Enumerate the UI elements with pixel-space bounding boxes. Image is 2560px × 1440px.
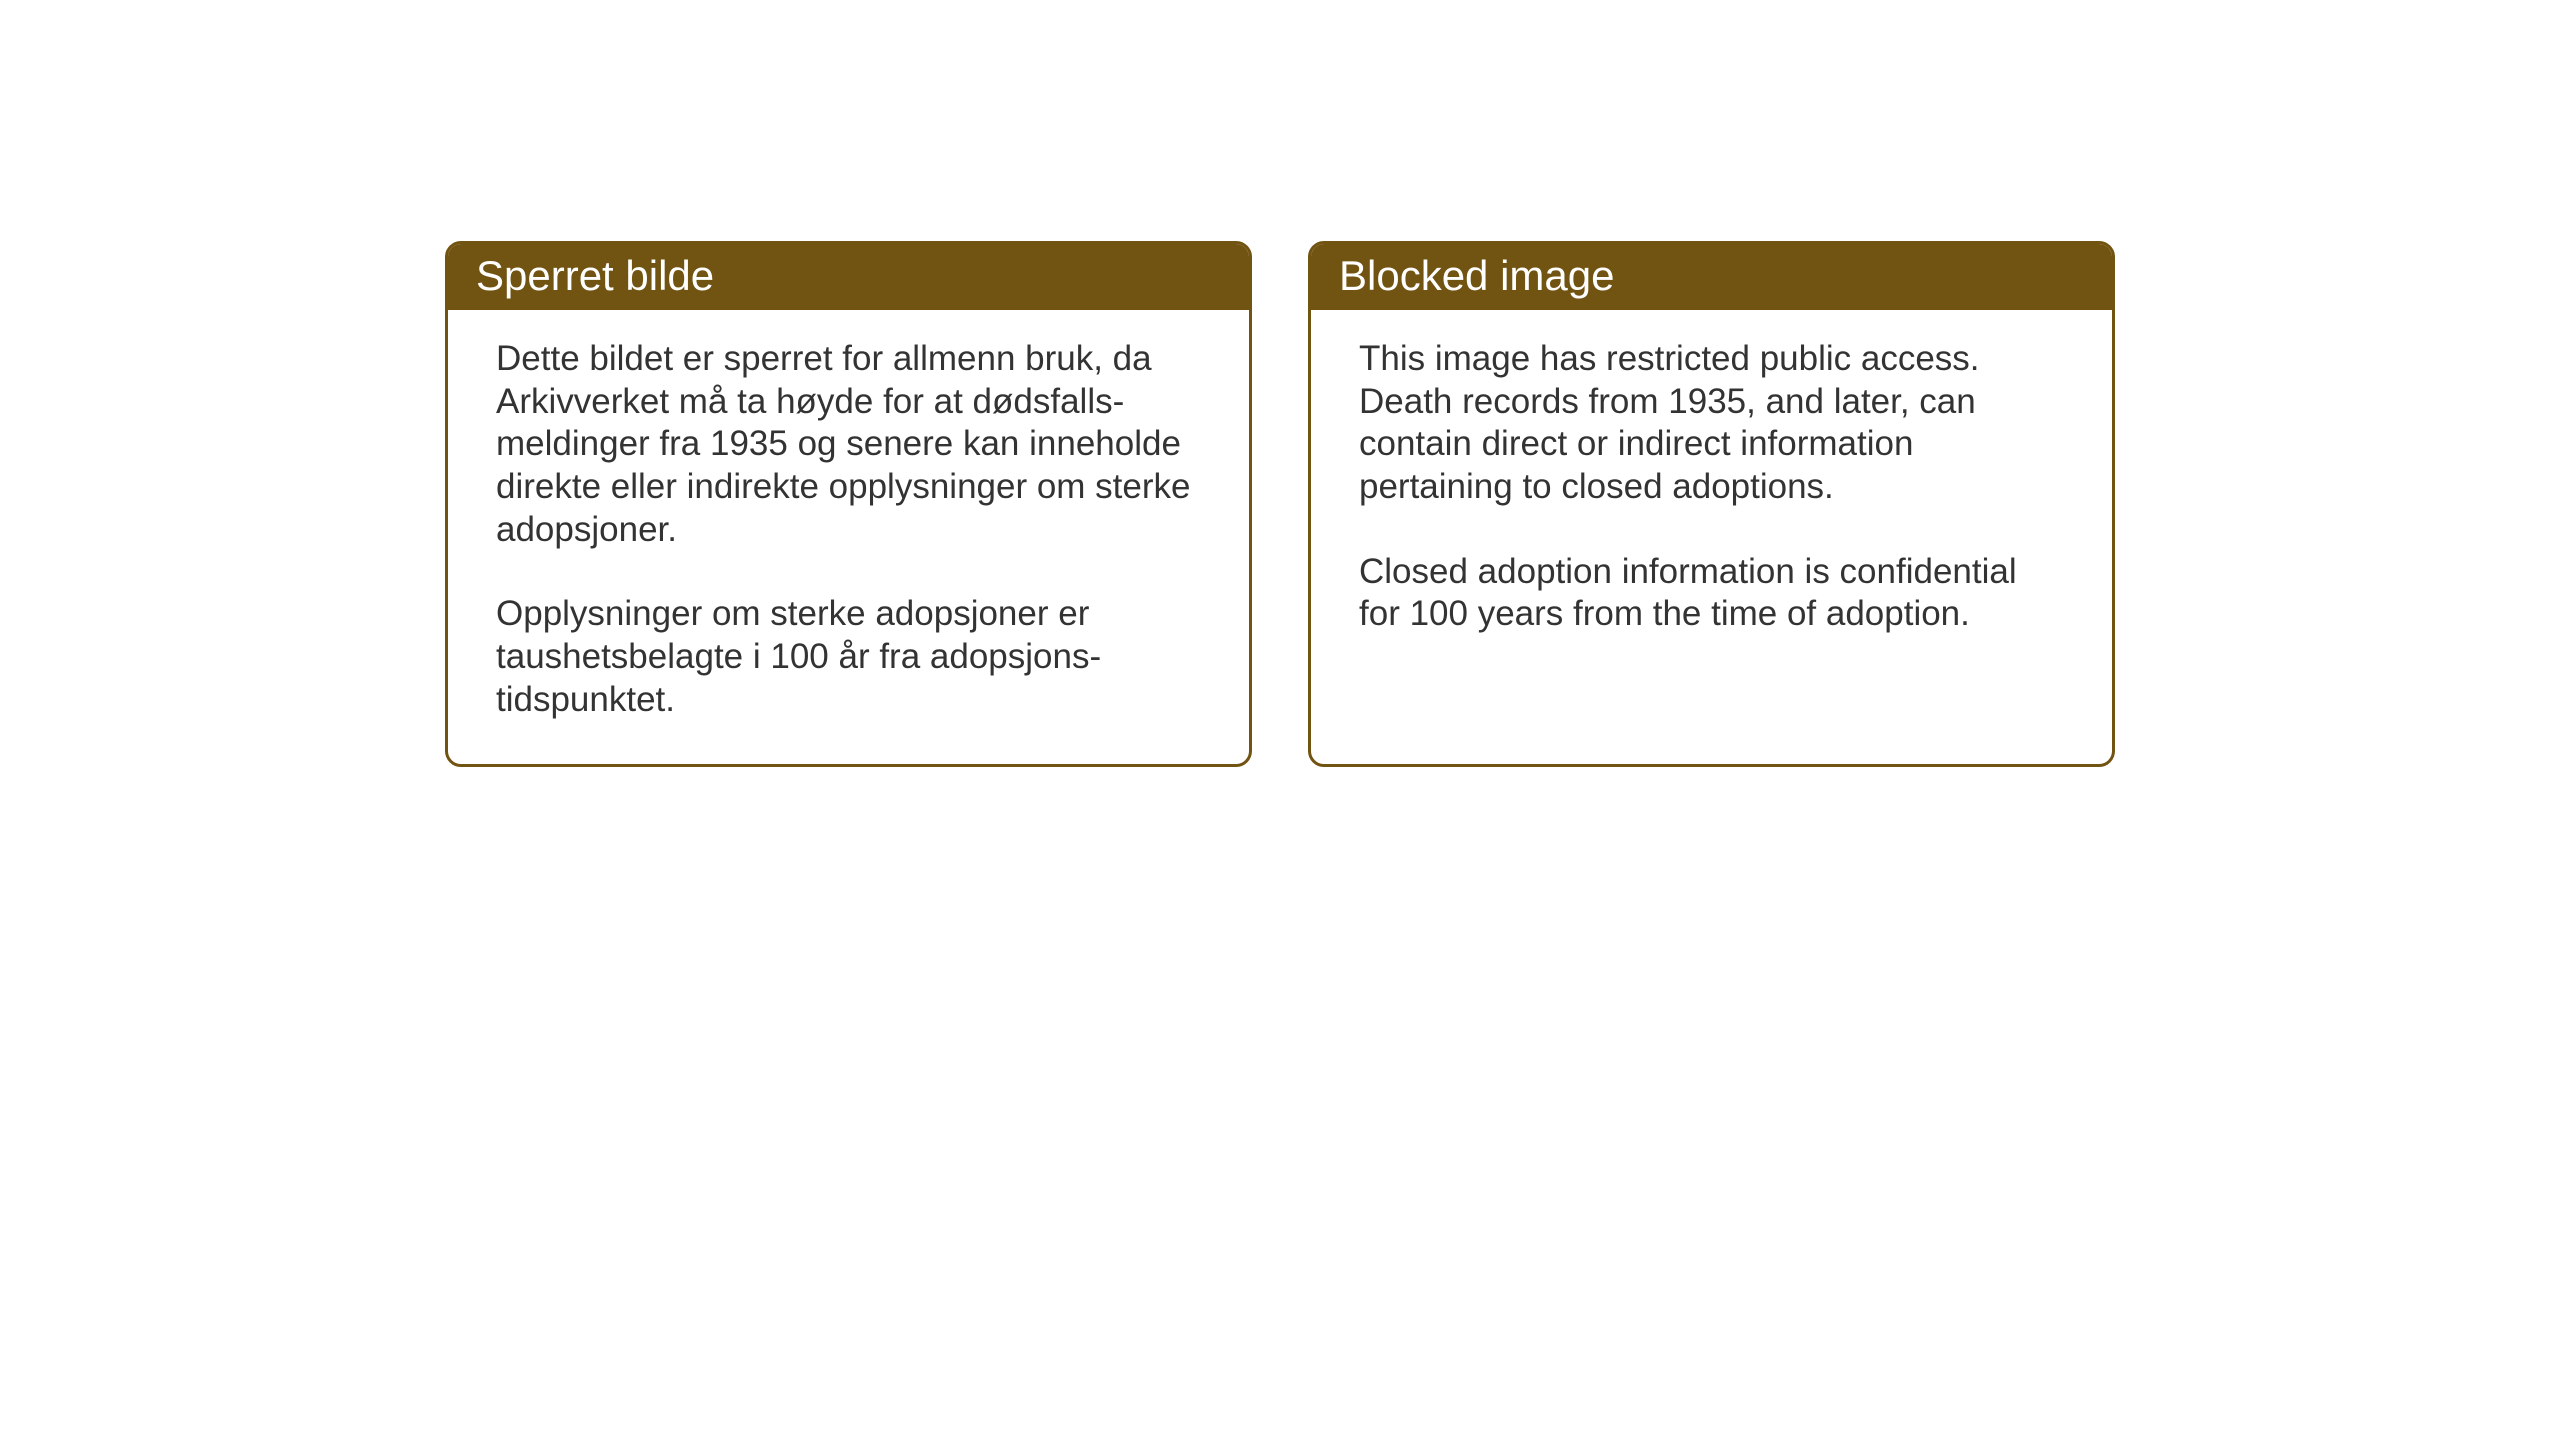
cards-container: Sperret bilde Dette bildet er sperret fo… (445, 241, 2115, 767)
card-header-norwegian: Sperret bilde (448, 244, 1249, 310)
card-paragraph-english-2: Closed adoption information is confident… (1359, 551, 2064, 636)
card-header-english: Blocked image (1311, 244, 2112, 310)
card-title-english: Blocked image (1339, 252, 1614, 299)
card-english: Blocked image This image has restricted … (1308, 241, 2115, 767)
card-paragraph-english-1: This image has restricted public access.… (1359, 338, 2064, 509)
card-title-norwegian: Sperret bilde (476, 252, 714, 299)
card-body-norwegian: Dette bildet er sperret for allmenn bruk… (448, 310, 1249, 764)
card-body-english: This image has restricted public access.… (1311, 310, 2112, 678)
card-paragraph-norwegian-1: Dette bildet er sperret for allmenn bruk… (496, 338, 1201, 551)
card-paragraph-norwegian-2: Opplysninger om sterke adopsjoner er tau… (496, 593, 1201, 721)
card-norwegian: Sperret bilde Dette bildet er sperret fo… (445, 241, 1252, 767)
